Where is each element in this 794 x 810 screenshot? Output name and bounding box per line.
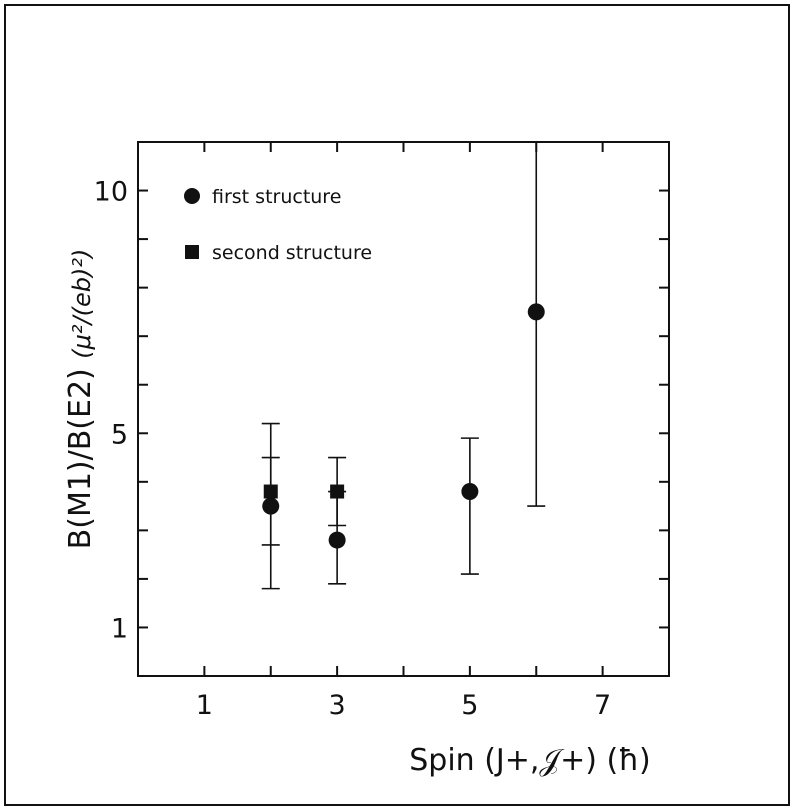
x-axis-label: Spin (J+,𝒥+) (ħ) bbox=[409, 743, 651, 778]
figure-frame bbox=[4, 4, 790, 806]
plot-area bbox=[137, 141, 670, 677]
x-tick-label: 5 bbox=[461, 690, 478, 721]
first-structure-point bbox=[461, 483, 479, 501]
y-tick-label: 1 bbox=[111, 613, 128, 644]
data-markers bbox=[262, 303, 545, 549]
x-minor-ticks bbox=[203, 142, 604, 676]
legend: first structure second structure bbox=[184, 186, 372, 264]
x-tick-label: 7 bbox=[594, 690, 611, 721]
legend-label: first structure bbox=[212, 186, 341, 208]
second-structure-point bbox=[263, 484, 278, 499]
second-structure-point bbox=[330, 484, 345, 499]
first-structure-point bbox=[328, 531, 346, 549]
error-bars bbox=[261, 142, 546, 590]
legend-label: second structure bbox=[212, 242, 372, 264]
y-axis-label-units: (μ²/(eb)²) bbox=[68, 249, 96, 359]
y-tick-label: 5 bbox=[111, 419, 128, 450]
x-tick-label: 1 bbox=[196, 690, 213, 721]
x-tick-label: 3 bbox=[329, 690, 346, 721]
y-axis-label-main: B(M1)/B(E2) bbox=[63, 359, 98, 550]
legend-circle-marker bbox=[184, 188, 200, 204]
first-structure-point bbox=[262, 497, 280, 515]
y-axis-label: B(M1)/B(E2) (μ²/(eb)²) bbox=[63, 249, 98, 550]
y-tick-label: 10 bbox=[94, 177, 128, 208]
first-structure-point bbox=[527, 303, 545, 321]
x-ticks: 1 3 5 7 bbox=[196, 690, 611, 721]
legend-square-marker bbox=[185, 245, 199, 259]
y-minor-ticks bbox=[138, 189, 669, 629]
